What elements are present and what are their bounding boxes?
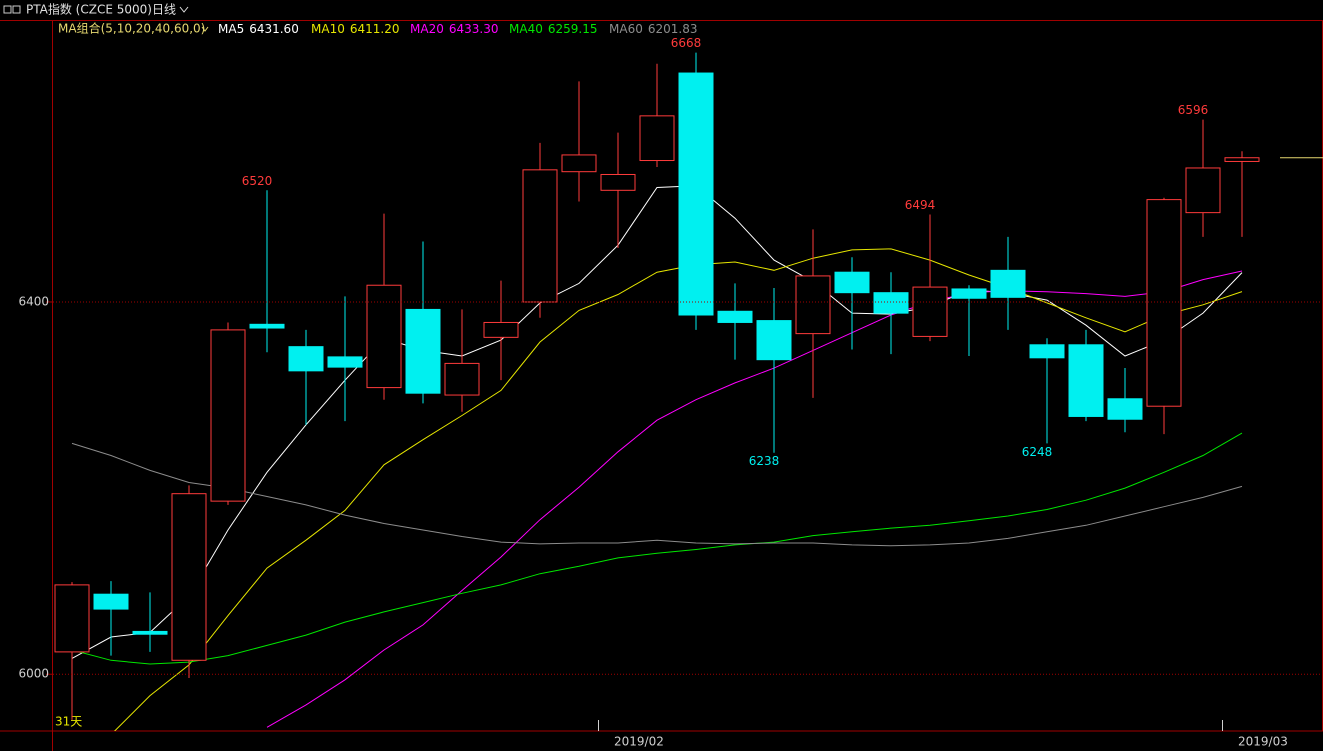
high-label: 6668 (671, 36, 702, 50)
candle-body (756, 320, 792, 361)
legend-entry: MA20 6433.30 (410, 22, 498, 36)
high-label: 6520 (242, 174, 273, 188)
high-label: 6494 (905, 198, 936, 212)
legend-entry: MA5 6431.60 (218, 22, 299, 36)
candle-body (639, 115, 675, 162)
candle-body (444, 362, 480, 396)
candle-body (249, 323, 285, 329)
y-tick-label: 6400 (18, 294, 49, 308)
candle-body (1146, 199, 1182, 407)
candle-body (717, 310, 753, 323)
candle-body (795, 275, 831, 335)
corner-label: 31天 (55, 715, 82, 729)
legend-value: 6259.15 (548, 22, 598, 36)
candle-body (210, 329, 246, 502)
chevron[interactable] (179, 6, 189, 13)
legend-value: 6431.60 (249, 22, 299, 36)
candle-body (327, 356, 363, 368)
candle-body (93, 593, 129, 610)
legend-entry: MA10 6411.20 (311, 22, 399, 36)
ma-line (266, 270, 1243, 728)
low-label: 6248 (1022, 445, 1053, 459)
low-label: 6238 (749, 454, 780, 468)
candle-body (951, 288, 987, 299)
candle-body (171, 493, 207, 661)
ma-line (71, 442, 1243, 547)
candle-body (366, 284, 402, 389)
legend-value: 6201.83 (648, 22, 698, 36)
candle-body (405, 308, 441, 394)
legend-value: 6433.30 (449, 22, 499, 36)
legend-entry: MA60 6201.83 (609, 22, 697, 36)
candle-body (54, 584, 90, 653)
candle-body (1068, 344, 1104, 417)
legend-value: 6411.20 (350, 22, 400, 36)
icon[interactable] (12, 5, 21, 14)
candle-body (483, 321, 519, 338)
candle-body (912, 286, 948, 337)
legend-name: MA20 (410, 22, 444, 36)
candle-body (1029, 344, 1065, 359)
high-label: 6596 (1178, 103, 1209, 117)
candle-body (132, 630, 168, 635)
y-tick-label: 6000 (18, 667, 49, 681)
candle-body (1224, 157, 1260, 162)
icon[interactable] (3, 5, 12, 14)
x-tick-label: 2019/03 (1238, 735, 1288, 749)
ma-group[interactable]: MA组合(5,10,20,40,60,0) (58, 21, 205, 36)
candle-body (1107, 398, 1143, 420)
plot (54, 52, 1260, 731)
candle-body (561, 154, 597, 173)
candle-body (522, 169, 558, 303)
candle-body (1185, 167, 1221, 214)
legend-name: MA10 (311, 22, 345, 36)
candle-body (600, 173, 636, 191)
candle-body (990, 269, 1026, 298)
instrument-title[interactable]: PTA指数 (CZCE 5000) (26, 2, 152, 17)
chevron[interactable] (201, 26, 209, 32)
period-selector[interactable]: 日线 (152, 3, 176, 17)
candle-body (678, 72, 714, 316)
x-tick-label: 2019/02 (614, 735, 664, 749)
candle-body (288, 346, 324, 372)
ma-line (113, 248, 1243, 731)
legend-name: MA40 (509, 22, 543, 36)
legend-name: MA5 (218, 22, 244, 36)
candle-body (873, 292, 909, 314)
ma-line (71, 432, 1243, 665)
legend-name: MA60 (609, 22, 643, 36)
candle-body (834, 271, 870, 294)
legend-entry: MA40 6259.15 (509, 22, 597, 36)
ma-line (71, 185, 1243, 659)
